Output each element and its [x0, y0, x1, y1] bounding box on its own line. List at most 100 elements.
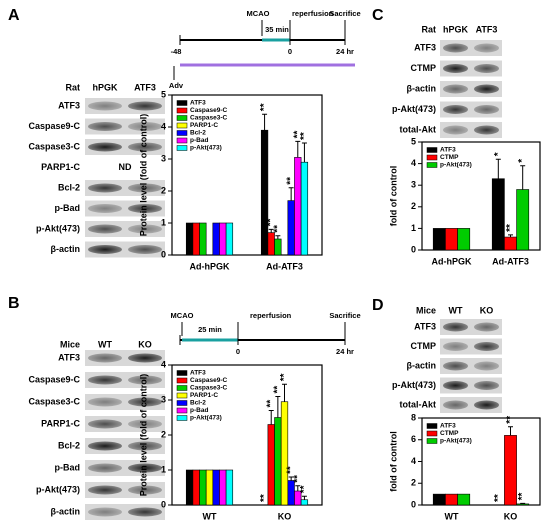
bar — [294, 157, 302, 256]
legend-swatch — [176, 100, 188, 106]
legend-swatch — [176, 145, 188, 151]
y-tick-label: 3 — [161, 394, 166, 404]
label: 24 hr — [336, 47, 354, 56]
bar — [274, 238, 282, 256]
error-bar — [275, 396, 281, 418]
bar — [192, 469, 200, 506]
legend-label: ATF3 — [190, 370, 206, 377]
legend-label: PARP1-C — [190, 392, 218, 399]
label: 24 hr — [336, 347, 354, 356]
error-bar — [495, 158, 501, 179]
legend-label: p-Akt(473) — [440, 162, 472, 169]
y-tick-label: 8 — [411, 412, 416, 422]
y-tick-label: 0 — [411, 244, 416, 254]
blot-band — [474, 381, 499, 390]
lane-label: WT — [449, 305, 463, 315]
significance: ** — [517, 492, 528, 500]
blot-band — [443, 43, 468, 53]
blot-band — [443, 381, 468, 390]
label: Adv — [169, 81, 184, 90]
blot-band — [88, 375, 122, 385]
legend-label: Bcl-2 — [190, 130, 206, 137]
bar — [445, 493, 458, 506]
bar — [516, 189, 530, 251]
x-tick-label: KO — [278, 511, 292, 521]
x-tick-label: KO — [504, 511, 518, 521]
blot-row-label: total-Akt — [400, 124, 437, 134]
legend-swatch — [176, 415, 188, 421]
x-tick-label: Ad-ATF3 — [266, 261, 303, 271]
blot-row-label: Caspase9-C — [28, 121, 80, 131]
bar — [260, 129, 269, 256]
blot-band — [474, 105, 499, 114]
bar — [185, 469, 194, 506]
blot-row-label: p-Bad — [55, 203, 81, 213]
bar — [219, 469, 227, 506]
label: 35 min — [265, 25, 289, 34]
bar — [280, 401, 289, 506]
y-tick-label: 4 — [411, 456, 416, 466]
lane-label: ATF3 — [134, 82, 156, 92]
blot-band — [88, 142, 122, 152]
significance: ** — [292, 131, 303, 139]
error-bar — [268, 410, 274, 425]
y-tick-label: 0 — [161, 499, 166, 509]
panel-label: B — [8, 295, 20, 312]
legend-label: p-Bad — [190, 137, 208, 144]
blot-band — [443, 342, 468, 351]
bar — [516, 503, 530, 506]
label: 0 — [236, 347, 240, 356]
label: 0 — [288, 47, 292, 56]
blot-band — [474, 64, 499, 73]
y-tick-label: 2 — [411, 201, 416, 211]
bar — [185, 222, 194, 256]
blot-row-label: PARP1-C — [41, 162, 80, 172]
significance: ** — [292, 475, 303, 483]
blot-row-label: β-actin — [407, 360, 437, 370]
bar — [225, 469, 234, 506]
error-bar — [295, 140, 301, 158]
significance: * — [493, 152, 504, 156]
significance: ** — [259, 103, 270, 111]
blot-band — [88, 507, 122, 517]
significance: * — [517, 159, 528, 163]
bar — [457, 228, 471, 251]
blot-band — [128, 507, 162, 517]
blot-band — [128, 224, 162, 234]
legend-swatch — [176, 137, 188, 144]
blot-band — [474, 43, 499, 53]
legend-label: p-Akt(473) — [440, 438, 472, 445]
legend-swatch — [176, 122, 188, 129]
blot-note: ND — [119, 162, 132, 172]
y-tick-label: 2 — [161, 185, 166, 195]
blot-band — [128, 204, 162, 213]
blot-band — [128, 245, 162, 254]
y-axis-label: Protein level (fold of control) — [138, 374, 148, 497]
blot-band — [474, 125, 499, 135]
blot-band — [88, 101, 122, 111]
legend-label: CTMP — [440, 154, 459, 161]
y-tick-label: 3 — [411, 180, 416, 190]
legend-label: CTMP — [440, 430, 459, 437]
y-tick-label: 5 — [161, 89, 166, 99]
y-tick-label: 2 — [411, 478, 416, 488]
lane-label: hPGK — [443, 24, 469, 34]
x-tick-label: WT — [445, 511, 459, 521]
blot-band — [443, 322, 468, 332]
legend-label: Caspase3-C — [190, 385, 228, 392]
error-bar — [301, 142, 307, 163]
blot-row-label: p-Akt(473) — [36, 223, 80, 233]
blot-header: Rat — [65, 82, 80, 92]
panel-label: C — [372, 7, 384, 24]
blot-band — [128, 122, 162, 131]
legend-label: ATF3 — [440, 147, 456, 154]
error-bar — [282, 383, 287, 402]
blot-band — [88, 245, 122, 254]
legend-label: ATF3 — [440, 423, 456, 430]
blot-row-label: total-Akt — [400, 399, 437, 409]
blot-band — [88, 353, 122, 363]
label: reperfusion — [250, 311, 292, 320]
legend-label: p-Akt(473) — [190, 415, 222, 422]
legend-swatch — [176, 107, 188, 114]
bar — [219, 222, 227, 256]
